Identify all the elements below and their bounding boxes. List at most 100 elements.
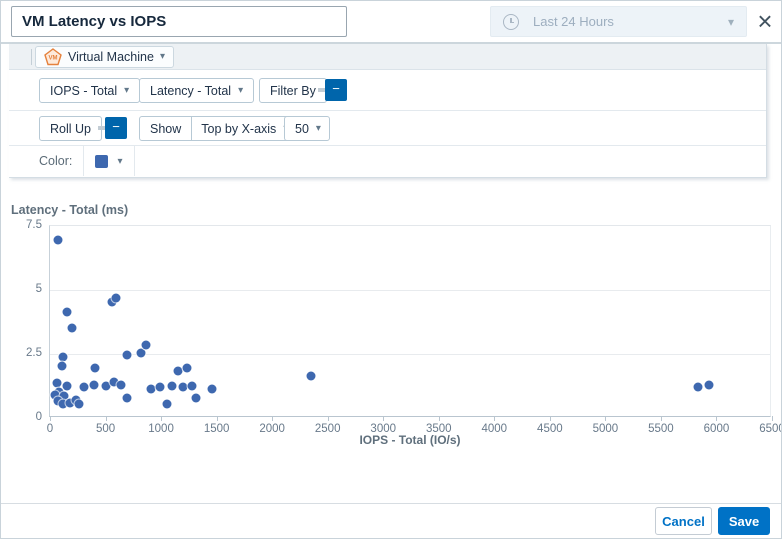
- vm-icon: VM: [44, 47, 62, 65]
- color-row: Color: ▾: [9, 146, 766, 177]
- y-metric-label: Latency - Total: [150, 83, 232, 98]
- scatter-point[interactable]: [50, 390, 60, 400]
- scatter-point[interactable]: [67, 323, 77, 333]
- scatter-point[interactable]: [65, 398, 75, 408]
- scatter-point[interactable]: [116, 380, 126, 390]
- x-tick-label: 0: [46, 423, 54, 435]
- top-by-dropdown[interactable]: Top by X-axis ▾: [192, 116, 299, 141]
- connector: [98, 126, 107, 130]
- x-tick-mark: [549, 416, 551, 421]
- scatter-point[interactable]: [53, 235, 63, 245]
- scatter-point[interactable]: [59, 391, 69, 401]
- x-tick-mark: [605, 416, 607, 421]
- scatter-point[interactable]: [187, 381, 197, 391]
- scatter-point[interactable]: [109, 377, 119, 387]
- show-label: Show: [139, 116, 193, 141]
- y-tick-label: 7.5: [26, 219, 42, 231]
- x-tick-mark: [716, 416, 718, 421]
- x-tick-label: 4500: [537, 423, 563, 435]
- x-tick-label: 6000: [703, 423, 730, 435]
- config-toolbar: VM Virtual Machine ▾ IOPS - Total ▾ Late…: [9, 44, 767, 178]
- scatter-point[interactable]: [182, 363, 192, 373]
- scatter-point[interactable]: [173, 366, 183, 376]
- widget-title-input[interactable]: [11, 6, 347, 37]
- x-tick-mark: [383, 416, 385, 421]
- top-count-value: 50: [295, 121, 309, 136]
- scatter-point[interactable]: [90, 363, 100, 373]
- object-type-row: VM Virtual Machine ▾: [9, 44, 766, 70]
- y-tick-label: 2.5: [26, 347, 42, 359]
- cancel-button[interactable]: Cancel: [655, 507, 712, 535]
- plot-area: 0 2.5 5 7.5 0 500 1000 1500 2000 2500 3000 3500 4000…: [26, 219, 781, 435]
- chevron-down-icon: ▾: [117, 155, 123, 167]
- x-metric-dropdown[interactable]: IOPS - Total ▾: [39, 78, 141, 103]
- scatter-point[interactable]: [306, 371, 316, 381]
- x-tick-label: 500: [95, 423, 116, 435]
- time-range-dropdown[interactable]: Last 24 Hours ▾: [490, 6, 747, 37]
- metric-row: IOPS - Total ▾ Latency - Total ▾ Filter …: [9, 70, 766, 111]
- scatter-point[interactable]: [52, 378, 62, 388]
- clock-icon: [503, 13, 519, 30]
- scatter-point[interactable]: [111, 293, 121, 303]
- scatter-point[interactable]: [74, 399, 84, 409]
- object-type-dropdown[interactable]: VM Virtual Machine ▾: [35, 45, 174, 68]
- scatter-point[interactable]: [191, 393, 200, 403]
- scatter-point[interactable]: [79, 382, 89, 392]
- rollup-collapse-toggle[interactable]: −: [105, 117, 127, 139]
- x-tick-label: 2500: [314, 423, 341, 435]
- scatter-point[interactable]: [141, 340, 151, 350]
- scatter-point[interactable]: [58, 352, 68, 362]
- scatter-point[interactable]: [57, 361, 67, 371]
- color-swatch: [95, 154, 109, 168]
- close-icon[interactable]: ×: [757, 6, 773, 36]
- header-divider: [1, 42, 781, 44]
- y-metric-dropdown[interactable]: Latency - Total ▾: [139, 78, 255, 103]
- scatter-point[interactable]: [704, 380, 714, 390]
- scatter-point[interactable]: [136, 348, 146, 358]
- x-axis-title: IOPS - Total (IO/s): [359, 433, 461, 447]
- top-count-dropdown[interactable]: 50 ▾: [284, 116, 330, 141]
- object-type-label: Virtual Machine: [68, 49, 154, 64]
- scatter-point[interactable]: [146, 384, 156, 394]
- scatter-point[interactable]: [207, 384, 217, 394]
- gridline: [50, 290, 770, 291]
- x-tick-label: 2000: [259, 423, 285, 435]
- scatter-point[interactable]: [167, 381, 177, 391]
- scatter-point[interactable]: [62, 307, 72, 317]
- x-tick-mark: [272, 416, 274, 421]
- filter-by-label: Filter By: [270, 83, 316, 98]
- scatter-point[interactable]: [155, 382, 165, 392]
- scatter-point[interactable]: [107, 297, 117, 307]
- scatter-point[interactable]: [89, 380, 99, 390]
- gridline: [50, 354, 770, 355]
- filter-by-button[interactable]: Filter By: [259, 78, 327, 103]
- scatter-point[interactable]: [62, 381, 72, 391]
- scatter-point[interactable]: [122, 350, 132, 360]
- x-tick-label: 3000: [370, 423, 397, 435]
- x-metric-label: IOPS - Total: [50, 83, 118, 98]
- x-tick-mark: [772, 416, 773, 421]
- scatter-point[interactable]: [178, 382, 188, 392]
- footer-divider: [1, 503, 781, 504]
- filter-collapse-toggle[interactable]: −: [325, 79, 347, 101]
- scatter-point[interactable]: [53, 396, 63, 406]
- roll-up-label: Roll Up: [50, 121, 91, 136]
- scatter-point[interactable]: [101, 381, 111, 391]
- roll-up-button[interactable]: Roll Up: [39, 116, 102, 141]
- scatter-point[interactable]: [693, 382, 703, 392]
- scatter-point[interactable]: [122, 393, 132, 403]
- y-tick-label: 0: [35, 411, 42, 423]
- x-tick-mark: [327, 416, 329, 421]
- color-dropdown[interactable]: ▾: [83, 146, 135, 176]
- save-button[interactable]: Save: [718, 507, 770, 535]
- x-tick-label: 3500: [425, 423, 452, 435]
- x-tick-label: 5500: [648, 423, 674, 435]
- svg-text:VM: VM: [49, 55, 58, 61]
- x-tick-mark: [50, 416, 51, 421]
- scatter-point[interactable]: [58, 399, 68, 409]
- chevron-down-icon: ▾: [727, 14, 734, 29]
- chevron-down-icon: ▾: [238, 85, 244, 96]
- scatter-point[interactable]: [162, 399, 172, 409]
- x-tick-label: 1000: [148, 423, 174, 435]
